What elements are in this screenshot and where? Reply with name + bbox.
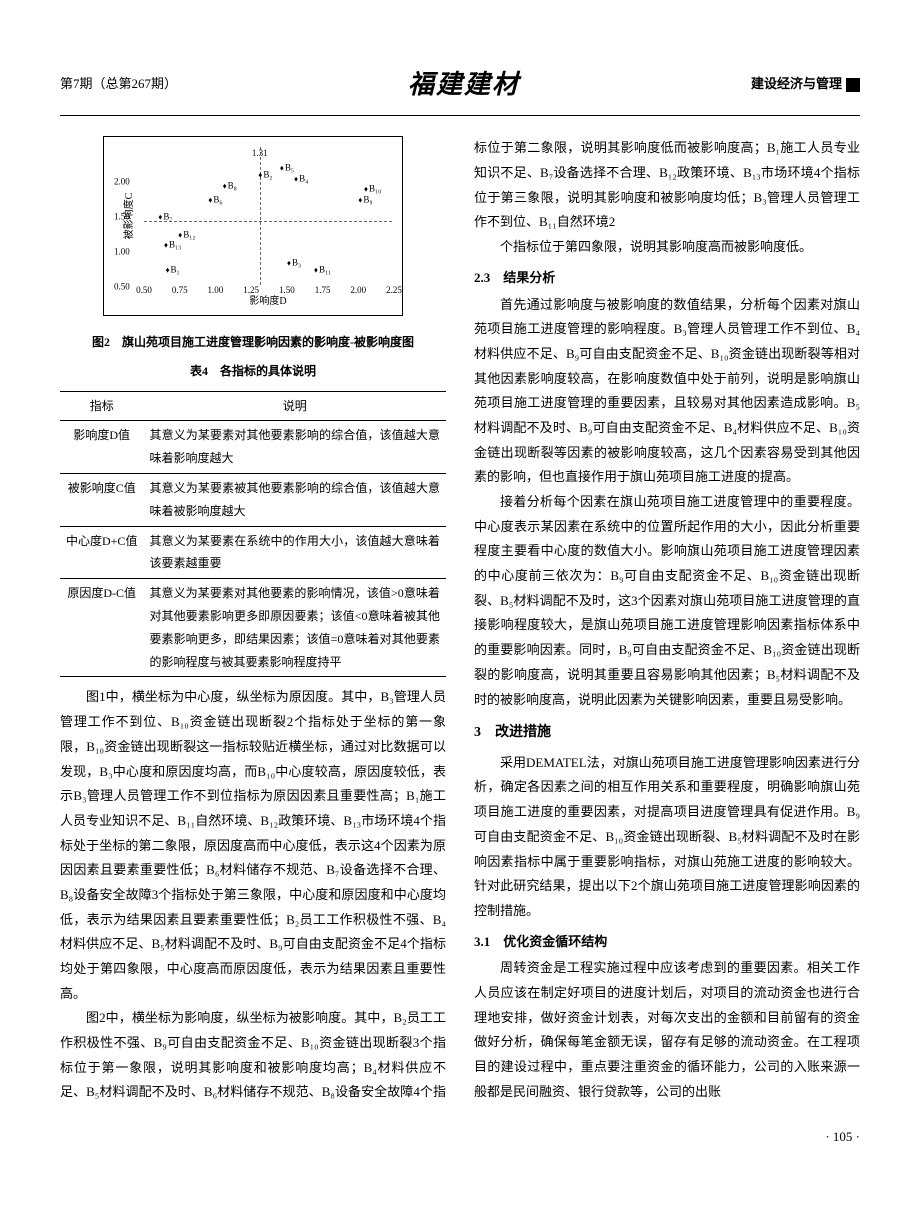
section-2-3-title: 2.3 结果分析	[474, 266, 860, 291]
scatter-chart: 被影响度C 影响度D 1.31B₁B₃B₁₁B₁₃B₁₂B₇B₆B₈B₂B₉B₁…	[103, 136, 403, 316]
table-cell: 被影响度C值	[60, 474, 143, 527]
table-row: 原因度D-C值其意义为某要素对其他要素的影响情况，该值>0意味着对其他要素影响更…	[60, 579, 446, 677]
table-cell: 其意义为某要素对其他要素的影响情况，该值>0意味着对其他要素影响更多即原因要素；…	[143, 579, 446, 677]
chart-x-tick: 1.50	[279, 282, 295, 299]
table-cell: 其意义为某要素对其他要素影响的综合值，该值越大意味着影响度越大	[143, 421, 446, 474]
page-number: · 105 ·	[60, 1125, 860, 1150]
table-cell: 原因度D-C值	[60, 579, 143, 677]
chart-point: B₁₁	[314, 261, 331, 278]
figure-caption: 图2 旗山苑项目施工进度管理影响因素的影响度-被影响度图	[60, 331, 446, 354]
chart-point: B₆	[208, 191, 222, 208]
table-header-cell: 说明	[143, 391, 446, 421]
body-paragraph: 图1中，横坐标为中心度，纵坐标为原因度。其中，B₃管理人员管理工作不到位、B₁₀…	[60, 685, 446, 1006]
section-3-1-title: 3.1 优化资金循环结构	[474, 930, 860, 955]
chart-vline-label: 1.31	[252, 145, 268, 162]
journal-title: 福建建材	[408, 60, 520, 109]
section-label: 建设经济与管理	[751, 72, 860, 97]
chart-y-tick: 1.00	[114, 244, 130, 261]
chart-point: B₁₂	[178, 226, 195, 243]
table-row: 中心度D+C值其意义为某要素在系统中的作用大小，该值越大意味着该要素越重要	[60, 526, 446, 579]
chart-point: B₄	[294, 170, 308, 187]
issue-number: 第7期（总第267期）	[60, 72, 177, 97]
table-cell: 中心度D+C值	[60, 526, 143, 579]
table-row: 影响度D值其意义为某要素对其他要素影响的综合值，该值越大意味着影响度越大	[60, 421, 446, 474]
chart-x-tick: 2.00	[350, 282, 366, 299]
chart-point: B₃	[287, 254, 301, 271]
chart-x-tick: 1.25	[243, 282, 259, 299]
chart-point: B₁	[165, 261, 179, 278]
chart-point: B₂	[258, 167, 272, 184]
body-paragraph: 接着分析每个因素在旗山苑项目施工进度管理中的重要程度。中心度表示某因素在系统中的…	[474, 490, 860, 712]
chart-point: B₁₀	[364, 181, 381, 198]
page-header: 第7期（总第267期） 福建建材 建设经济与管理	[60, 60, 860, 116]
section-3-title: 3 改进措施	[474, 720, 860, 747]
chart-x-tick: 1.00	[208, 282, 224, 299]
chart-y-tick: 0.50	[114, 279, 130, 296]
chart-point: B₈	[223, 177, 237, 194]
body-paragraph: 个指标位于第四象限，说明其影响度高而被影响度低。	[474, 235, 860, 260]
table-cell: 影响度D值	[60, 421, 143, 474]
table-header-cell: 指标	[60, 391, 143, 421]
body-paragraph: 采用DEMATEL法，对旗山苑项目施工进度管理影响因素进行分析，确定各因素之间的…	[474, 751, 860, 924]
body-paragraph: 周转资金是工程实施过程中应该考虑到的重要因素。相关工作人员应该在制定好项目的进度…	[474, 956, 860, 1104]
table-cell: 其意义为某要素被其他要素影响的综合值，该值越大意味着被影响度越大	[143, 474, 446, 527]
chart-point: B₅	[280, 160, 294, 177]
chart-y-tick: 1.50	[114, 209, 130, 226]
chart-x-tick: 0.50	[136, 282, 152, 299]
table-caption: 表4 各指标的具体说明	[60, 360, 446, 383]
table-row: 被影响度C值其意义为某要素被其他要素影响的综合值，该值越大意味着被影响度越大	[60, 474, 446, 527]
chart-y-tick: 2.00	[114, 174, 130, 191]
table-cell: 其意义为某要素在系统中的作用大小，该值越大意味着该要素越重要	[143, 526, 446, 579]
chart-x-tick: 0.75	[172, 282, 188, 299]
chart-x-tick: 1.75	[315, 282, 331, 299]
figure-2: 被影响度C 影响度D 1.31B₁B₃B₁₁B₁₃B₁₂B₇B₆B₈B₂B₉B₁…	[60, 136, 446, 382]
body-paragraph: 首先通过影响度与被影响度的数值结果，分析每个因素对旗山苑项目施工进度管理的影响程…	[474, 293, 860, 491]
indicator-table: 指标说明 影响度D值其意义为某要素对其他要素影响的综合值，该值越大意味着影响度越…	[60, 391, 446, 678]
chart-guideline-h	[144, 221, 392, 222]
chart-x-tick: 2.25	[386, 282, 402, 299]
main-content: 被影响度C 影响度D 1.31B₁B₃B₁₁B₁₃B₁₂B₇B₆B₈B₂B₉B₁…	[60, 136, 860, 1105]
chart-point: B₇	[158, 209, 172, 226]
